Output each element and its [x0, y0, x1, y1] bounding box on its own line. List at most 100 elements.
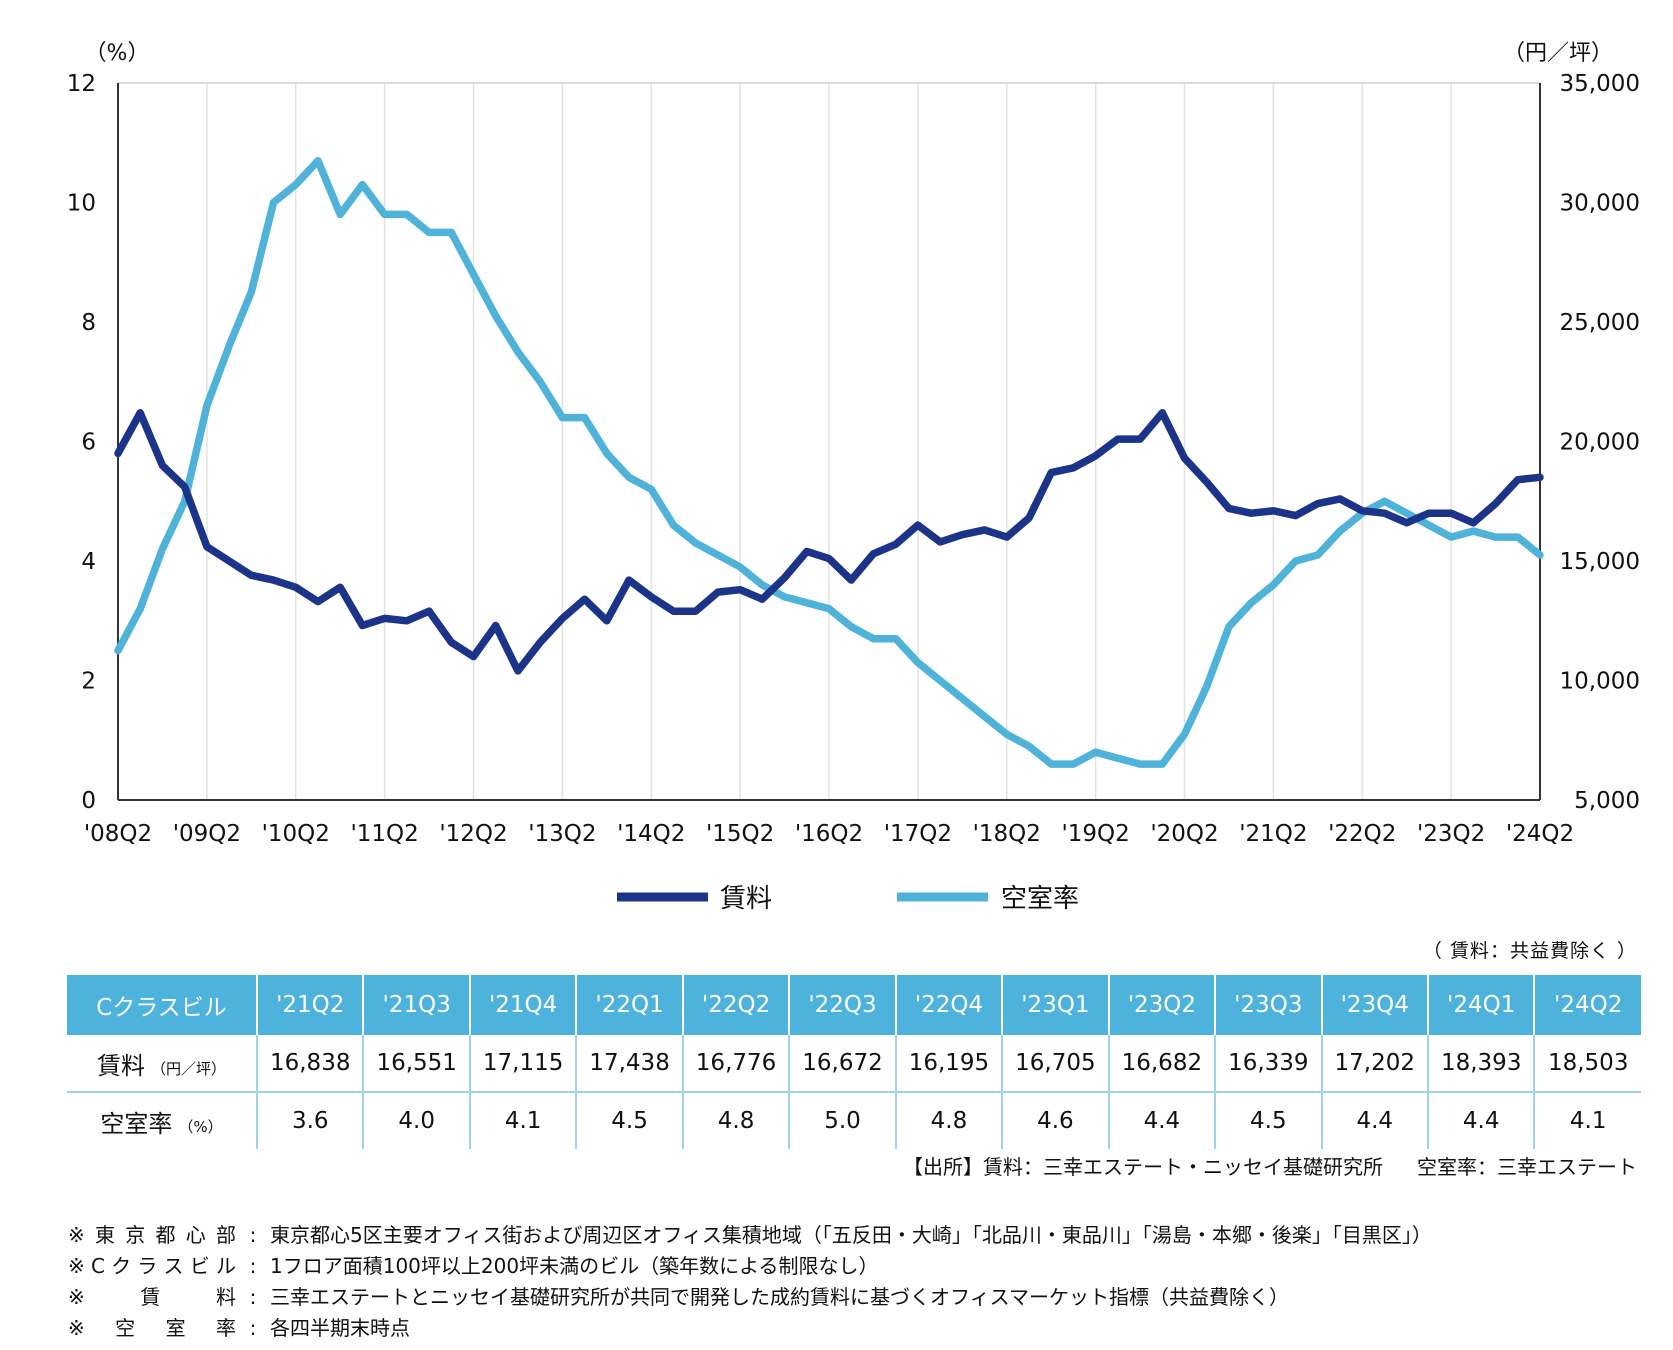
footnote-separator: :: [249, 1223, 257, 1247]
table-quarter-header: '23Q4: [1321, 975, 1429, 1035]
left-tick-label: 10: [67, 191, 96, 217]
footnote-label: ※ 賃 料: [68, 1282, 236, 1313]
left-tick-label: 2: [81, 669, 96, 695]
footnote-label-char: 部: [215, 1223, 236, 1247]
x-tick-label: '19Q2: [1061, 821, 1129, 847]
x-tick-label: '21Q2: [1239, 821, 1307, 847]
footnote-label: ※ 東京都心部: [68, 1220, 236, 1251]
series-line-rent: [114, 409, 1544, 675]
table-quarter-header: '22Q4: [895, 975, 1004, 1035]
x-tick-label: '22Q2: [1328, 821, 1396, 847]
x-tick-label: '16Q2: [795, 821, 863, 847]
footnote-text: 三幸エステートとニッセイ基礎研究所が共同で開発した成約賃料に基づくオフィスマーケ…: [270, 1285, 1289, 1309]
rent-cell: 16,195: [895, 1035, 1004, 1093]
footnote-text: 各四半期末時点: [270, 1316, 410, 1340]
vacancy-cell: 4.8: [682, 1092, 791, 1149]
vacancy-row-label: 空室率: [100, 1109, 173, 1138]
x-tick-label: '08Q2: [84, 821, 152, 847]
rent-cell: 18,503: [1534, 1035, 1641, 1093]
x-tick-label: '10Q2: [262, 821, 330, 847]
x-tick-label: '24Q2: [1506, 821, 1574, 847]
series-line-vacancy: [114, 156, 1544, 768]
rent-row-header: 賃料 （円／坪）: [67, 1035, 258, 1093]
right-tick-label: 15,000: [1560, 549, 1640, 575]
rent-cell: 17,202: [1321, 1035, 1429, 1093]
footnote-label-char: 心: [185, 1223, 206, 1247]
rent-unit-label: （円／坪）: [150, 1059, 226, 1078]
right-tick-label: 10,000: [1560, 669, 1640, 695]
legend-label: 賃料: [720, 884, 772, 914]
table-quarter-header: '22Q2: [682, 975, 791, 1035]
vacancy-cell: 4.4: [1321, 1092, 1429, 1149]
vacancy-cell: 5.0: [789, 1092, 897, 1149]
left-tick-label: 12: [67, 71, 96, 97]
source-vacancy: 空室率：三幸エステート: [1417, 1155, 1637, 1179]
footnote-label-char: ※: [68, 1316, 85, 1340]
x-tick-label: '11Q2: [350, 821, 418, 847]
vacancy-cell: 4.5: [1215, 1092, 1323, 1149]
rent-cell: 18,393: [1427, 1035, 1536, 1093]
footnote-label-char: ビ: [189, 1254, 210, 1278]
table-row-rent: 賃料 （円／坪） 16,838 16,551 17,115 17,438 16,776 16…: [67, 1035, 1641, 1093]
left-tick-label: 8: [81, 310, 96, 336]
footnote-label-char: 京: [125, 1223, 146, 1247]
x-tick-label: '09Q2: [173, 821, 241, 847]
vacancy-unit-label: （%）: [178, 1117, 223, 1136]
legend-label: 空室率: [1001, 884, 1079, 914]
right-axis-unit: （円／坪）: [1503, 41, 1613, 66]
footnote: ※ 空 室 率: 各四半期末時点: [68, 1313, 1432, 1344]
footnote-label-char: ※: [68, 1223, 85, 1247]
footnote-label-char: ル: [215, 1254, 236, 1278]
footnote-text: 1フロア面積100坪以上200坪未満のビル（築年数による制限なし）: [270, 1254, 879, 1278]
right-tick-label: 35,000: [1560, 71, 1640, 97]
table-header-row: Cクラスビル '21Q2'21Q3'21Q4'22Q1'22Q2'22Q3'22…: [67, 975, 1641, 1035]
footnote-label-char: 室: [165, 1316, 186, 1340]
rent-cell: 17,438: [576, 1035, 684, 1093]
vacancy-cell: 3.6: [257, 1092, 365, 1149]
vacancy-cell: 4.0: [363, 1092, 471, 1149]
chart: '08Q2 '09Q2 '10Q2 '11Q2 '12Q2 '13Q2 '14Q2 '15Q2…: [67, 41, 1640, 914]
table-quarter-header: '23Q2: [1108, 975, 1217, 1035]
right-tick-label: 5,000: [1574, 788, 1640, 814]
left-tick-label: 6: [81, 430, 96, 456]
vacancy-cell: 4.6: [1002, 1092, 1110, 1149]
footnote-label-char: ※: [68, 1285, 85, 1309]
x-tick-label: '20Q2: [1150, 821, 1218, 847]
footnotes: ※ 東京都心部: 東京都心5区主要オフィス街および周辺区オフィス集積地域（「五反田・…: [68, 1220, 1432, 1344]
data-table: Cクラスビル '21Q2'21Q3'21Q4'22Q1'22Q2'22Q3'22…: [67, 975, 1641, 1149]
rent-cell: 16,705: [1002, 1035, 1110, 1093]
rent-cell: 17,115: [469, 1035, 578, 1093]
table-corner-cell: Cクラスビル: [67, 975, 258, 1035]
footnote-label: ※ 空 室 率: [68, 1313, 236, 1344]
table-quarter-header: '24Q1: [1427, 975, 1536, 1035]
rent-cell: 16,682: [1108, 1035, 1217, 1093]
table-quarter-header: '22Q1: [576, 975, 684, 1035]
footnote-label-char: 空: [115, 1316, 136, 1340]
footnote-label-char: 率: [215, 1316, 236, 1340]
footnote-separator: :: [249, 1316, 257, 1340]
footnote-label-char: ※: [68, 1254, 85, 1278]
vacancy-cell: 4.8: [895, 1092, 1004, 1149]
footnote-label-char: 東: [95, 1223, 115, 1247]
footnote-label: ※ C クラスビル: [68, 1251, 236, 1282]
rent-cell: 16,838: [257, 1035, 365, 1093]
x-tick-label: '23Q2: [1417, 821, 1485, 847]
data-table-wrapper: Cクラスビル '21Q2'21Q3'21Q4'22Q1'22Q2'22Q3'22…: [67, 975, 1641, 1149]
footnote-label-char: ク: [111, 1254, 132, 1278]
table-quarter-header: '23Q3: [1215, 975, 1323, 1035]
left-tick-label: 4: [81, 549, 96, 575]
footnote: ※ 東京都心部: 東京都心5区主要オフィス街および周辺区オフィス集積地域（「五反田・…: [68, 1220, 1432, 1251]
footnote: ※ C クラスビル:1フロア面積100坪以上200坪未満のビル（築年数による制限なし…: [68, 1251, 1432, 1282]
left-axis-unit: （%）: [85, 41, 150, 66]
source-credit: 【出所】賃料：三幸エステート・ニッセイ基礎研究所 空室率：三幸エステート: [903, 1151, 1637, 1180]
footnote-label-char: 都: [155, 1223, 176, 1247]
table-quarter-header: '22Q3: [789, 975, 897, 1035]
right-tick-label: 25,000: [1560, 310, 1640, 336]
rent-cell: 16,339: [1215, 1035, 1323, 1093]
vacancy-cell: 4.4: [1427, 1092, 1536, 1149]
table-quarter-header: '24Q2: [1534, 975, 1641, 1035]
table-quarter-header: '21Q4: [469, 975, 578, 1035]
x-tick-label: '14Q2: [617, 821, 685, 847]
table-quarter-header: '21Q3: [363, 975, 471, 1035]
x-tick-label: '12Q2: [439, 821, 507, 847]
